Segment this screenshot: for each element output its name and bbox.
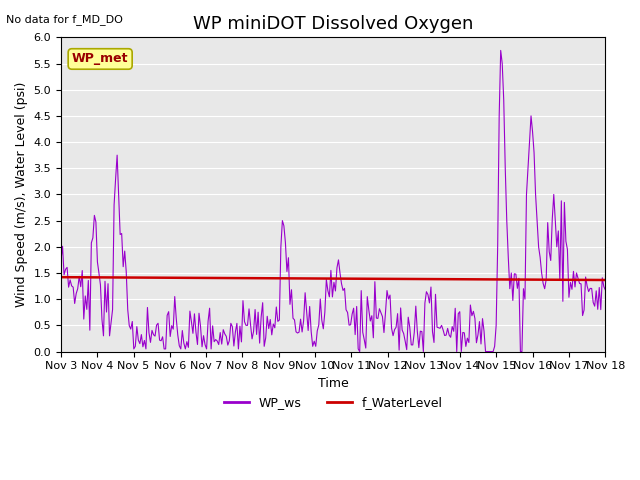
f_WaterLevel bbox=[295, 276, 303, 281]
Text: No data for f_MD_DO: No data for f_MD_DO bbox=[6, 14, 124, 25]
f_WaterLevel bbox=[57, 274, 65, 280]
Legend: WP_ws, f_WaterLevel: WP_ws, f_WaterLevel bbox=[219, 391, 447, 414]
WP_ws bbox=[602, 287, 609, 293]
WP_ws bbox=[295, 329, 303, 335]
f_WaterLevel bbox=[602, 277, 609, 283]
WP_ws bbox=[220, 327, 227, 333]
WP_ws bbox=[246, 322, 254, 327]
WP_ws bbox=[237, 339, 245, 345]
WP_ws bbox=[356, 348, 364, 354]
f_WaterLevel bbox=[124, 275, 132, 280]
WP_ws bbox=[497, 48, 504, 53]
Text: WP_met: WP_met bbox=[72, 52, 129, 65]
f_WaterLevel bbox=[220, 275, 227, 281]
Y-axis label: Wind Speed (m/s), Water Level (psi): Wind Speed (m/s), Water Level (psi) bbox=[15, 82, 28, 307]
WP_ws bbox=[574, 276, 582, 281]
f_WaterLevel bbox=[237, 275, 245, 281]
f_WaterLevel bbox=[571, 277, 579, 283]
WP_ws bbox=[57, 257, 65, 263]
WP_ws bbox=[124, 307, 132, 312]
Line: WP_ws: WP_ws bbox=[61, 50, 605, 351]
X-axis label: Time: Time bbox=[318, 377, 349, 390]
f_WaterLevel bbox=[246, 275, 254, 281]
Line: f_WaterLevel: f_WaterLevel bbox=[61, 277, 605, 280]
Title: WP miniDOT Dissolved Oxygen: WP miniDOT Dissolved Oxygen bbox=[193, 15, 474, 33]
